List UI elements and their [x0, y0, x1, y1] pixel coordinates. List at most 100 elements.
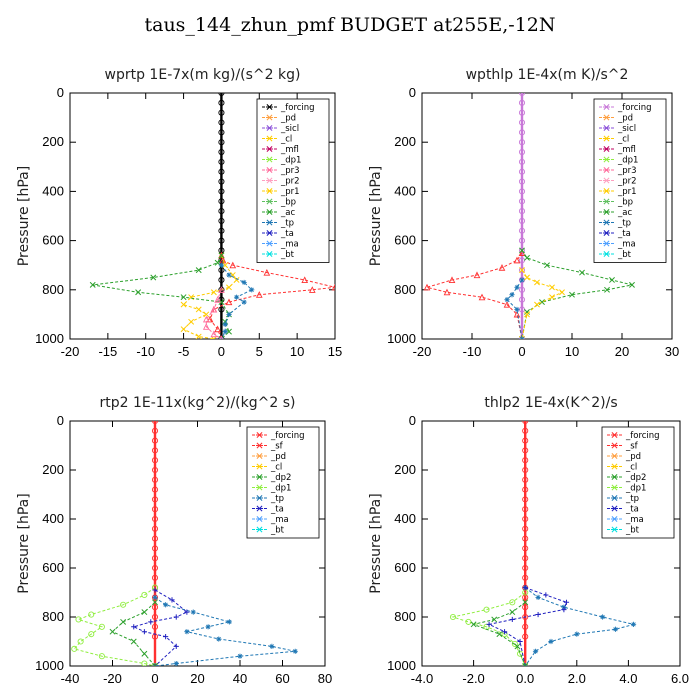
legend-entry: _bt: [280, 250, 295, 260]
series-forcing-point: [218, 168, 225, 175]
legend-entry: _bt: [617, 250, 632, 260]
legend-entry: _tp: [625, 494, 639, 504]
series-forcing-point: [218, 109, 225, 116]
legend-marker: [256, 516, 263, 522]
series-forcing-point: [218, 99, 225, 106]
series-dp1-point: [483, 606, 490, 613]
legend-entry: _ac: [617, 208, 632, 218]
legend-entry: _cl: [617, 135, 629, 145]
legend-marker: [603, 104, 610, 110]
series-forcing-point: [218, 178, 225, 185]
legend-entry: _ma: [625, 515, 644, 525]
legend-marker: [266, 135, 273, 142]
series-forcing-point: [522, 604, 529, 611]
legend-entry: _ac: [280, 208, 295, 218]
legend-entry: _sf: [270, 442, 284, 452]
legend-entry: _ta: [280, 229, 294, 239]
series-pr1-point: [203, 311, 210, 318]
x-tick-label: 20: [615, 344, 629, 359]
series-forcing-point: [151, 427, 159, 434]
series-dp1-point: [509, 599, 516, 606]
legend-marker: [256, 432, 263, 438]
series-dp1-point: [225, 298, 233, 306]
y-tick-label: 1000: [35, 658, 64, 673]
series-pr1-point: [226, 284, 232, 291]
y-tick-label: 1000: [387, 331, 416, 346]
legend-marker: [256, 442, 263, 449]
series-tp-point: [226, 619, 232, 625]
series-forcing-point: [151, 545, 159, 552]
rtp2-title: rtp2 1E-11x(kg^2)/(kg^2 s): [100, 395, 296, 411]
legend-entry: _ma: [270, 515, 289, 525]
series-tp-line: [524, 587, 634, 666]
series-forcing-point: [522, 457, 529, 464]
wpthlp-legend: _forcing_pd_sicl_cl_mfl_dp1_pr3_pr2_pr1_…: [593, 98, 667, 263]
legend-marker: [603, 114, 610, 121]
legend-marker: [266, 146, 273, 152]
series-dp1-point: [513, 310, 521, 318]
series-ac-point: [544, 262, 550, 269]
x-tick-label: 15: [328, 344, 342, 359]
legend-marker: [266, 104, 273, 110]
series-dp1-point: [255, 291, 263, 298]
x-tick-label: 2.0: [568, 671, 586, 686]
series-tp-point: [612, 626, 619, 632]
legend-entry: _mfl: [617, 145, 636, 155]
series-pr3-point: [214, 296, 221, 303]
y-tick-label: 1000: [35, 331, 64, 346]
legend-entry: _bp: [280, 198, 296, 208]
series-ac-point: [609, 277, 615, 283]
y-tick-label: 400: [42, 511, 64, 526]
series-forcing-point: [151, 574, 159, 581]
x-tick-label: -15: [98, 344, 117, 359]
series-tp-point: [226, 311, 232, 317]
series-dp1-point: [88, 631, 95, 638]
series-tp-point: [152, 594, 158, 600]
series-dp1-point: [75, 616, 82, 623]
series-tp-point: [222, 321, 228, 327]
series-ta-point: [561, 607, 567, 613]
series-forcing-point: [151, 476, 159, 483]
series-forcing-point: [522, 486, 529, 493]
y-tick-label: 800: [42, 282, 64, 297]
legend-marker: [266, 230, 273, 236]
series-forcing-point: [522, 623, 529, 630]
series-forcing-point: [218, 237, 225, 244]
series-dp1-point: [206, 315, 214, 323]
series-forcing-point: [518, 286, 526, 293]
series-pr1-point: [549, 294, 555, 301]
legend-entry: _ma: [280, 240, 299, 250]
legend-marker: [266, 188, 273, 194]
x-tick-label: -20: [61, 344, 80, 359]
series-tp-point: [535, 594, 541, 600]
series-forcing-point: [151, 604, 159, 611]
legend-marker: [256, 484, 263, 491]
series-dp2-point: [120, 618, 127, 625]
series-forcing-point: [218, 93, 225, 97]
legend-marker: [603, 240, 610, 247]
y-tick-label: 600: [42, 560, 64, 575]
legend-entry: _cl: [270, 463, 282, 473]
rtp2-legend: _forcing_sf_pd_cl_dp2_dp1_tp_ta_ma_bt: [246, 426, 320, 539]
legend-marker: [256, 505, 263, 512]
series-dp1-point: [473, 271, 481, 279]
x-tick-label: 10: [290, 344, 304, 359]
series-tp-point: [216, 636, 222, 642]
series-ta-point: [184, 609, 190, 615]
series-forcing-point: [218, 188, 225, 195]
series-dp2-point: [130, 638, 137, 645]
wpthlp-plot-frame: [421, 92, 673, 340]
series-forcing-point: [522, 496, 529, 503]
legend-entry: _pr2: [617, 177, 637, 187]
legend-marker: [611, 505, 618, 512]
series-ta-point: [543, 592, 549, 598]
legend-marker: [603, 251, 610, 257]
legend-entry: _forcing: [617, 103, 652, 113]
series-forcing-point: [151, 466, 159, 474]
series-pr1-point: [222, 262, 229, 269]
series-dp2-line: [111, 601, 156, 666]
x-tick-label: -20: [413, 344, 432, 359]
series-ta-point: [152, 663, 158, 666]
legend-entry: _dp1: [270, 484, 291, 494]
series-forcing-point: [218, 276, 225, 284]
